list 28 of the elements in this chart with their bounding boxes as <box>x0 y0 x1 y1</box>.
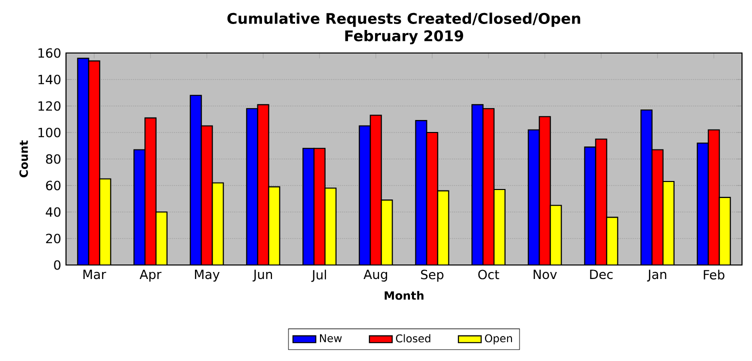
x-tick-label: May <box>194 270 220 282</box>
x-tick-label: Nov <box>534 270 557 280</box>
x-tick-label: Dec <box>590 270 613 280</box>
y-axis-title: Count <box>19 140 28 178</box>
x-tick-label: Aug <box>364 270 388 282</box>
x-tick-label: Jan <box>647 270 666 282</box>
y-tick-label: 120 <box>38 101 60 111</box>
y-tick-label: 80 <box>46 154 60 164</box>
x-tick-label: Oct <box>478 270 500 280</box>
x-tick-label: Mar <box>83 270 106 280</box>
legend-label: Open <box>484 334 512 344</box>
y-tick-label: 100 <box>38 128 60 138</box>
legend-label: New <box>320 334 342 342</box>
x-tick-label: Feb <box>704 270 724 280</box>
y-tick-label: 60 <box>46 180 60 190</box>
x-axis-title: Month <box>384 291 424 300</box>
y-tick-label: 20 <box>46 234 60 244</box>
x-tick-label: Apr <box>140 270 162 282</box>
chart-title: Cumulative Requests Created/Closed/Open <box>227 12 580 27</box>
y-tick-label: 160 <box>38 48 60 58</box>
chart-subtitle: February 2019 <box>345 30 464 44</box>
y-tick-label: 140 <box>38 74 60 84</box>
x-tick-label: Jul <box>311 270 326 282</box>
y-tick-label: 40 <box>46 207 60 217</box>
x-tick-label: Jun <box>252 270 272 282</box>
x-tick-label: Sep <box>421 270 444 282</box>
legend-label: Closed <box>396 334 430 342</box>
y-tick-label: 0 <box>54 260 60 270</box>
